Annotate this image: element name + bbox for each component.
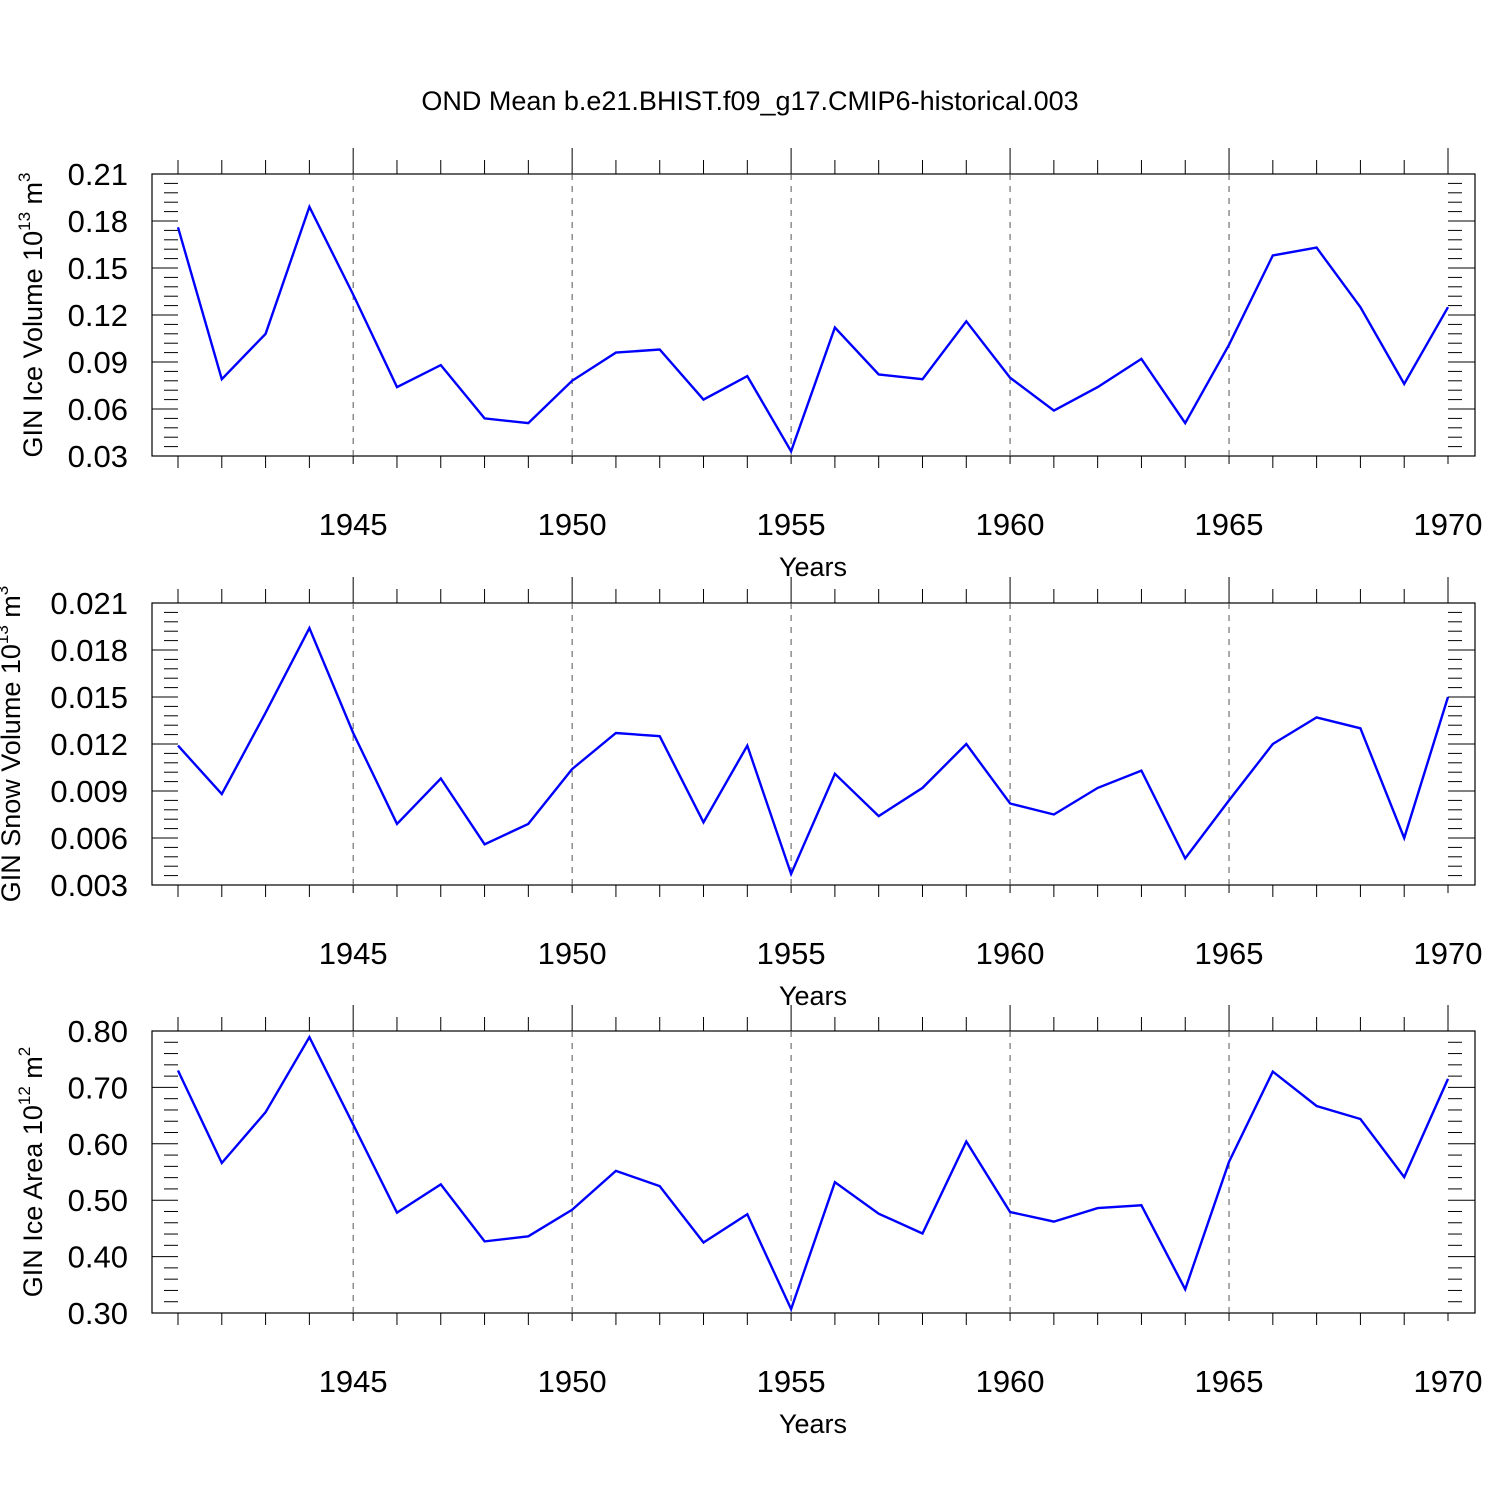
y-tick-label: 0.018 [50, 633, 128, 668]
x-tick-label: 1950 [538, 507, 607, 542]
y-tick-label: 0.021 [50, 586, 128, 621]
x-tick-label: 1960 [976, 936, 1045, 971]
x-tick-label: 1970 [1414, 507, 1483, 542]
x-tick-label: 1955 [757, 1364, 826, 1399]
x-tick-label: 1965 [1195, 936, 1264, 971]
y-tick-label: 0.80 [68, 1014, 128, 1049]
y-tick-label: 0.50 [68, 1183, 128, 1218]
x-tick-label: 1960 [976, 507, 1045, 542]
x-tick-label: 1960 [976, 1364, 1045, 1399]
y-label-exponent: 13 [0, 625, 12, 644]
series-line [176, 1034, 1450, 1313]
y-tick-label: 0.12 [68, 298, 128, 333]
x-axis-label: Years [779, 981, 847, 1011]
y-tick-label: 0.30 [68, 1296, 128, 1331]
y-label-exponent: 13 [15, 212, 34, 231]
y-label-main: GIN Ice Area 10 [18, 1105, 48, 1297]
y-label-unit-exponent: 3 [15, 172, 34, 181]
y-tick-label: 0.012 [50, 727, 128, 762]
x-axis-label: Years [779, 552, 847, 582]
y-tick-label: 0.06 [68, 392, 128, 427]
y-label-exponent: 12 [15, 1086, 34, 1105]
y-label-unit: m [18, 1056, 48, 1086]
panel-1: 1945 1950 1955 1960 1965 1970 Years 0.03 0.06 0.0… [15, 148, 1482, 582]
plot-frame [151, 1030, 1476, 1314]
y-tick-label: 0.009 [50, 774, 128, 809]
y-tick-label: 0.15 [68, 251, 128, 286]
y-tick-label: 0.03 [68, 439, 128, 474]
x-tick-label: 1945 [319, 1364, 388, 1399]
figure-title: OND Mean b.e21.BHIST.f09_g17.CMIP6-histo… [421, 86, 1078, 116]
y-tick-label: 0.18 [68, 204, 128, 239]
x-tick-label: 1950 [538, 936, 607, 971]
y-tick-label: 0.09 [68, 345, 128, 380]
x-tick-label: 1950 [538, 1364, 607, 1399]
x-tick-label: 1970 [1414, 936, 1483, 971]
x-tick-label: 1970 [1414, 1364, 1483, 1399]
y-axis-label: GIN Ice Volume 1013 m3 [15, 172, 48, 457]
y-tick-label: 0.015 [50, 680, 128, 715]
x-tick-label: 1945 [319, 507, 388, 542]
y-label-unit: m [18, 182, 48, 212]
x-tick-label: 1965 [1195, 507, 1264, 542]
panels: 1945 1950 1955 1960 1965 1970 Years 0.03 0.06 0.0… [0, 148, 1482, 1439]
y-label-unit-exponent: 2 [15, 1047, 34, 1056]
plot-frame [151, 602, 1476, 886]
y-tick-label: 0.006 [50, 821, 128, 856]
plot-frame [151, 173, 1476, 457]
y-tick-label: 0.70 [68, 1070, 128, 1105]
x-tick-label: 1955 [757, 507, 826, 542]
y-label-main: GIN Ice Volume 10 [18, 231, 48, 458]
x-tick-label: 1945 [319, 936, 388, 971]
y-tick-label: 0.21 [68, 157, 128, 192]
y-axis-label: GIN Snow Volume 1013 m3 [0, 586, 26, 903]
x-tick-label: 1965 [1195, 1364, 1264, 1399]
y-label-unit: m [0, 595, 26, 625]
y-tick-label: 0.60 [68, 1127, 128, 1162]
x-axis-label: Years [779, 1409, 847, 1439]
y-label-unit-exponent: 3 [0, 586, 12, 595]
x-tick-label: 1955 [757, 936, 826, 971]
panel-3: 1945 1950 1955 1960 1965 1970 Years 0.30 0.40 0.5… [15, 1005, 1482, 1439]
y-label-main: GIN Snow Volume 10 [0, 644, 26, 902]
y-tick-label: 0.40 [68, 1240, 128, 1275]
y-axis-label: GIN Ice Area 1012 m2 [15, 1047, 48, 1298]
series-line [177, 625, 1450, 878]
panel-2: 1945 1950 1955 1960 1965 1970 Years 0.003 0.006 0… [0, 577, 1482, 1011]
y-tick-label: 0.003 [50, 868, 128, 903]
series-line [176, 203, 1450, 455]
